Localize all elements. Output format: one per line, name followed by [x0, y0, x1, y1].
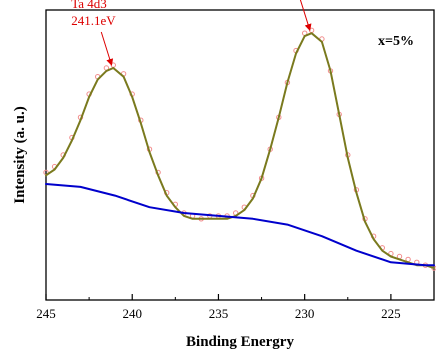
peak-arrow — [100, 31, 114, 66]
x-tick-label: 245 — [36, 306, 56, 321]
x-axis-ticks: 245 240 235 230 225 — [36, 294, 401, 321]
x-tick-label: 240 — [122, 306, 142, 321]
x-tick-label: 235 — [209, 306, 229, 321]
corner-label: x=5% — [378, 34, 414, 49]
fit-curve — [45, 32, 435, 270]
y-axis-title: Intensity (a. u.) — [12, 106, 28, 204]
series-layer — [43, 27, 436, 271]
x-tick-label: 230 — [295, 306, 315, 321]
data-points — [43, 27, 436, 271]
peak-label-name: Ta 4d3 — [71, 0, 107, 11]
peak-arrow — [299, 0, 312, 32]
x-axis-title: Binding Energry — [186, 334, 294, 350]
data-point — [110, 62, 117, 68]
plot-frame — [45, 9, 435, 301]
x-tick-label: 225 — [381, 306, 401, 321]
peak-label-energy: 241.1eV — [71, 13, 116, 28]
data-point — [308, 27, 315, 33]
background-curve — [45, 183, 435, 267]
